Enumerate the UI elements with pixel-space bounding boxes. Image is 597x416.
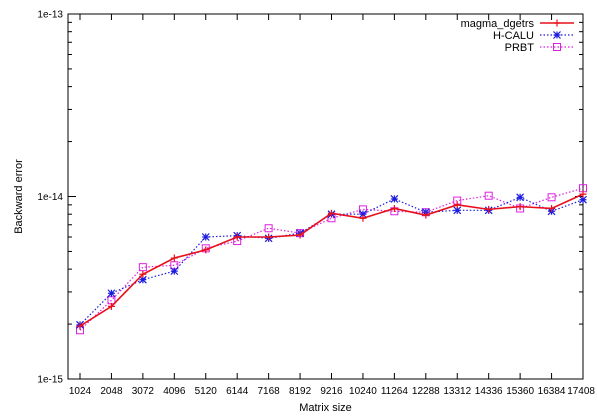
x-tick-label: 1024	[69, 386, 92, 397]
y-tick-label: 1e-13	[37, 10, 63, 21]
legend-label-h-calu: H-CALU	[493, 30, 534, 42]
x-tick-label: 4096	[163, 386, 186, 397]
data-point-magma-dgetrs	[359, 214, 367, 222]
y-tick-label: 1e-14	[37, 192, 63, 203]
x-tick-label: 9216	[320, 386, 343, 397]
data-point-magma-dgetrs	[422, 211, 430, 219]
data-point-magma-dgetrs	[579, 190, 587, 198]
data-point-magma-dgetrs	[265, 233, 273, 241]
data-point-magma-dgetrs	[202, 246, 210, 254]
data-point-h-calu	[579, 195, 587, 204]
data-point-h-calu	[359, 210, 367, 219]
data-point-magma-dgetrs	[516, 203, 524, 211]
legend-marker-prbt	[553, 43, 561, 51]
data-point-magma-dgetrs	[453, 201, 461, 209]
series-line-prbt	[79, 187, 584, 331]
x-tick-label: 6144	[226, 386, 249, 397]
x-tick-label: 16384	[538, 386, 566, 397]
x-tick-label: 12288	[412, 386, 440, 397]
x-tick-label: 15360	[506, 386, 534, 397]
x-tick-label: 14336	[475, 386, 503, 397]
x-tick-label: 17408	[567, 386, 595, 397]
x-tick-label: 2048	[100, 386, 123, 397]
y-tick-label: 1e-15	[37, 375, 63, 386]
y-axis-label: Backward error	[13, 159, 25, 234]
series-layer	[76, 184, 587, 335]
data-point-magma-dgetrs	[548, 204, 556, 212]
legend-marker-h-calu	[553, 31, 561, 39]
data-point-prbt	[547, 193, 556, 202]
legend-label-prbt: PRBT	[505, 42, 535, 54]
data-point-h-calu	[107, 289, 116, 298]
data-point-h-calu	[201, 233, 210, 241]
data-point-magma-dgetrs	[76, 322, 84, 330]
data-point-magma-dgetrs	[107, 302, 115, 310]
y-axis: 1e-15 1e-14 1e-13	[37, 10, 583, 386]
data-point-h-calu	[138, 275, 147, 284]
data-point-h-calu	[453, 206, 462, 215]
data-point-prbt	[264, 224, 273, 233]
data-point-prbt	[484, 191, 493, 200]
x-tick-label: 7168	[258, 386, 281, 397]
data-point-magma-dgetrs	[170, 254, 178, 262]
plot-frame	[67, 13, 584, 380]
legend-marker-magma-dgetrs	[553, 19, 561, 27]
data-point-magma-dgetrs	[328, 209, 335, 217]
data-point-magma-dgetrs	[139, 270, 147, 278]
x-axis: 1024 2048 3072 4096 5120 6144 7168 8192 9216 1024…	[69, 14, 595, 397]
x-tick-label: 10240	[349, 386, 377, 397]
legend-label-magma-dgetrs: magma_dgetrs	[461, 18, 535, 30]
data-point-magma-dgetrs	[296, 231, 304, 239]
data-point-prbt	[138, 263, 147, 272]
data-point-magma-dgetrs	[485, 205, 493, 213]
series-magma-dgetrs	[76, 190, 587, 330]
data-point-magma-dgetrs	[390, 204, 398, 212]
x-tick-label: 5120	[195, 386, 218, 397]
x-tick-label: 13312	[443, 386, 471, 397]
x-tick-label: 8192	[289, 386, 312, 397]
x-axis-label: Matrix size	[299, 402, 352, 414]
data-point-magma-dgetrs	[233, 233, 241, 241]
x-tick-label: 3072	[132, 386, 155, 397]
data-point-h-calu	[170, 267, 179, 276]
data-point-h-calu	[390, 194, 399, 203]
data-point-h-calu	[516, 193, 525, 202]
x-tick-label: 11264	[381, 386, 409, 397]
